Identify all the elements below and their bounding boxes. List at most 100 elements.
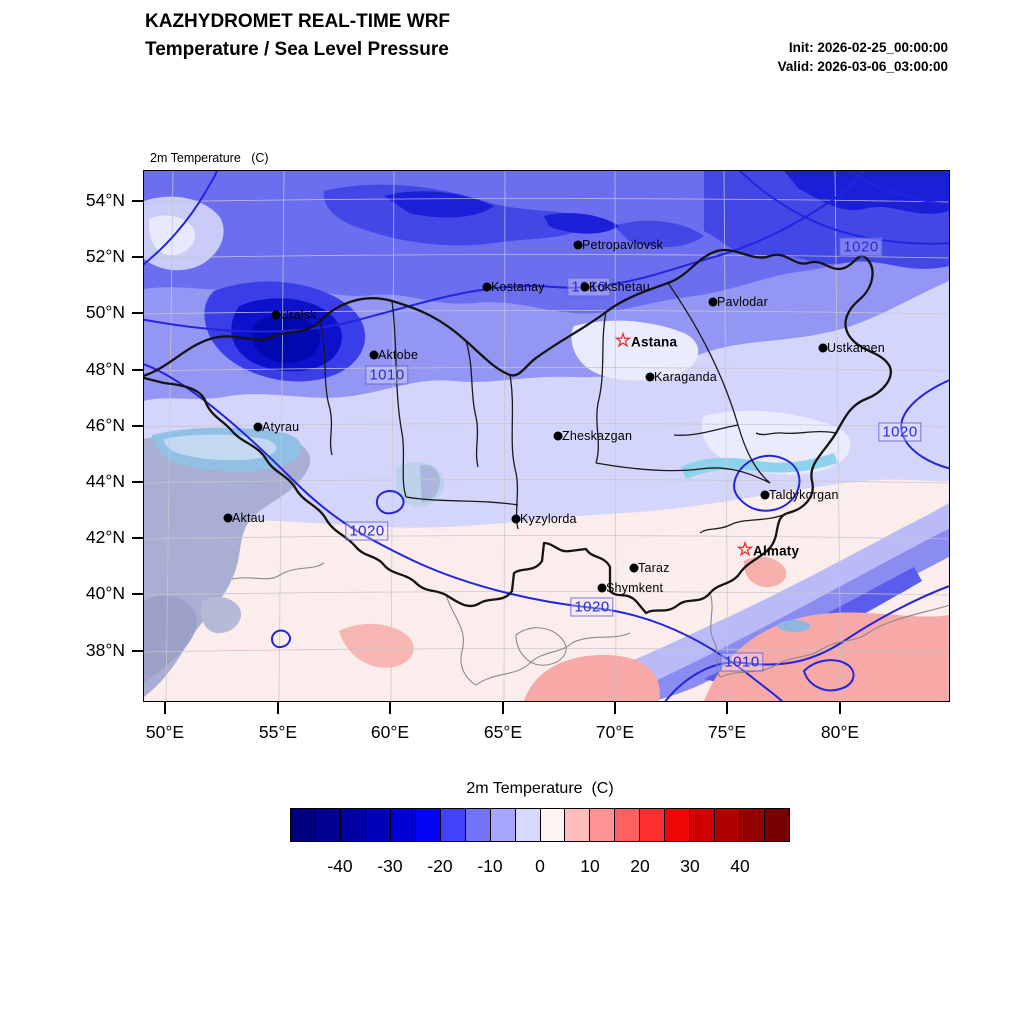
colorbar-tick-label: -40 [327,856,353,876]
city-label: Uralsk [280,308,317,322]
city-label: Aktau [232,511,265,525]
colorbar-tick-label: 10 [580,856,600,876]
title-block: KAZHYDROMET REAL-TIME WRF Temperature / … [145,8,450,64]
colorbar-cell [615,809,641,841]
city-dot-marker [271,310,281,320]
lon-tick-label: 55°E [258,722,298,742]
lat-tick-label: 48°N [85,359,125,379]
colorbar [290,808,790,842]
colorbar-cell [765,809,790,841]
lon-tick-label: 50°E [145,722,185,742]
lon-tick [164,701,166,714]
lon-tick [726,701,728,714]
pressure-contour-label: 1010 [720,652,764,672]
city-label: Ustkamen [827,341,885,355]
colorbar-cell [315,809,341,841]
foreign-borders [231,562,949,686]
city-label: Astana [631,334,678,350]
city-label: Almaty [753,543,800,559]
lat-tick-label: 54°N [85,190,125,210]
lat-tick-label: 46°N [85,415,125,435]
lat-tick [132,369,143,371]
lat-tick [132,425,143,427]
city-label: Shymkent [606,581,664,595]
city-label: Petropavlovsk [582,238,664,252]
city-dot-marker [482,282,492,292]
lon-tick [614,701,616,714]
init-time: Init: 2026-02-25_00:00:00 [788,40,948,55]
city-dot-marker [511,514,521,524]
city-label: Taldykorgan [769,488,839,502]
pressure-contour-label: 1010 [365,365,409,385]
colorbar-cell [390,809,416,841]
city-label: Zheskazgan [562,429,633,443]
city-dot-marker [369,350,379,360]
city-dot-marker [708,297,718,307]
colorbar-tick-label: -20 [427,856,453,876]
lon-tick-label: 65°E [483,722,523,742]
colorbar-cell [291,809,316,841]
lat-tick-label: 44°N [85,471,125,491]
colorbar-tick-label: 20 [630,856,650,876]
city-label: Aktobe [378,348,419,362]
lat-tick [132,481,143,483]
lat-tick [132,593,143,595]
lat-tick [132,537,143,539]
city-dot-marker [818,343,828,353]
colorbar-tick-label: 40 [730,856,750,876]
lat-tick-label: 40°N [85,583,125,603]
colorbar-cell [665,809,691,841]
temperature-pressure-map [144,171,949,701]
lon-tick [502,701,504,714]
city-star-marker: ☆ [736,539,754,561]
city-dot-marker [573,240,583,250]
city-dot-marker [629,563,639,573]
pressure-contour-label: 1010 [567,277,611,297]
colorbar-cell [365,809,391,841]
kazakhstan-border [144,248,892,615]
colorbar-cell [340,809,366,841]
lat-tick-label: 50°N [85,302,125,322]
lat-tick-label: 52°N [85,246,125,266]
colorbar-cell [415,809,441,841]
lon-tick [839,701,841,714]
page-title: KAZHYDROMET REAL-TIME WRF [145,11,451,32]
map-frame [143,170,950,702]
lat-tick [132,256,143,258]
city-label: Pavlodar [717,295,768,309]
colorbar-cell [440,809,466,841]
colorbar-cell [740,809,766,841]
colorbar-cell [715,809,741,841]
city-label: Kyzylorda [520,512,577,526]
lat-tick-label: 38°N [85,640,125,660]
lat-tick-label: 42°N [85,527,125,547]
city-star-marker: ☆ [614,330,632,352]
colorbar-tick-label: 30 [680,856,700,876]
colorbar-title: 2m Temperature (C) [466,780,614,797]
colorbar-tick-label: -10 [477,856,503,876]
city-dot-marker [760,490,770,500]
city-dot-marker [597,583,607,593]
pressure-contour-label: 1020 [839,237,883,257]
lat-tick [132,650,143,652]
lon-tick [389,701,391,714]
lon-tick-label: 70°E [595,722,635,742]
city-dot-marker [553,431,563,441]
lon-tick-label: 60°E [370,722,410,742]
page-subtitle: Temperature / Sea Level Pressure [145,39,449,60]
colorbar-cell [540,809,566,841]
colorbar-tick-label: -30 [377,856,403,876]
oblast-borders [319,282,837,534]
valid-time: Valid: 2026-03-06_03:00:00 [777,59,948,74]
colorbar-tick-label: 0 [535,856,545,876]
city-dot-marker [580,282,590,292]
pressure-contour-label: 1020 [570,597,614,617]
lon-tick [277,701,279,714]
city-label: Taraz [638,561,670,575]
colorbar-cell [490,809,516,841]
city-dot-marker [253,422,263,432]
colorbar-cell [640,809,666,841]
pressure-contour-label: 1020 [878,422,922,442]
city-label: Karaganda [654,370,717,384]
